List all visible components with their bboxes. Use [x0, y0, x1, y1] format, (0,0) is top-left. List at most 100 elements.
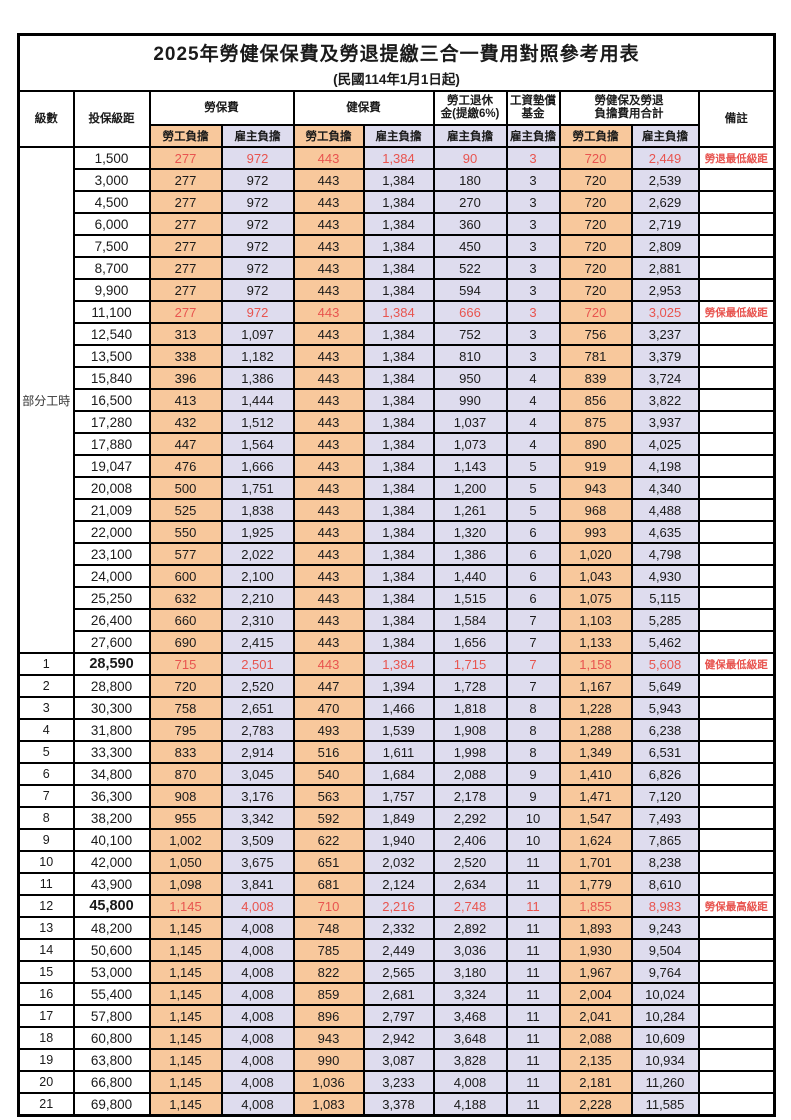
cell-health-employee: 443	[292, 388, 365, 412]
table-row: 20,008 500 1,751 443 1,384 1,200 5 943 4,340	[19, 476, 776, 500]
cell-total-employee: 1,471	[558, 784, 633, 808]
cell-wage-fund-employer: 7	[505, 630, 561, 654]
cell-labor-employee: 447	[148, 432, 223, 456]
cell-health-employer: 1,384	[362, 234, 435, 258]
bracket-cell: 31,800	[72, 718, 151, 742]
cell-pension-employer: 1,200	[432, 476, 508, 500]
bracket-cell: 20,008	[72, 476, 151, 500]
header-wage-fund-line2: 基金	[521, 108, 545, 120]
cell-total-employer: 2,449	[630, 146, 700, 170]
header-total: 勞健保及勞退 負擔費用合計	[558, 90, 700, 126]
cell-health-employee: 1,083	[292, 1092, 365, 1117]
cell-health-employer: 1,384	[362, 476, 435, 500]
cell-total-employer: 5,462	[630, 630, 700, 654]
cell-labor-employee: 338	[148, 344, 223, 368]
cell-health-employer: 1,384	[362, 146, 435, 170]
cell-pension-employer: 180	[432, 168, 508, 192]
level-cell-part-time: 部分工時	[17, 146, 75, 654]
cell-health-employer: 1,611	[362, 740, 435, 764]
bracket-cell: 57,800	[72, 1004, 151, 1028]
bracket-cell: 43,900	[72, 872, 151, 896]
table-row: 8 38,200 955 3,342 592 1,849 2,292 10 1,547 7,493	[17, 806, 776, 830]
cell-pension-employer: 594	[432, 278, 508, 302]
cell-wage-fund-employer: 11	[505, 850, 561, 874]
bracket-cell: 17,280	[72, 410, 151, 434]
cell-health-employee: 443	[292, 300, 365, 324]
cell-total-employee: 1,779	[558, 872, 633, 896]
level-cell: 5	[17, 740, 75, 764]
cell-total-employee: 1,075	[558, 586, 633, 610]
cell-labor-employee: 833	[148, 740, 223, 764]
cell-labor-employee: 277	[148, 256, 223, 280]
cell-total-employee: 2,181	[558, 1070, 633, 1094]
bracket-cell: 33,300	[72, 740, 151, 764]
cell-labor-employer: 3,675	[220, 850, 295, 874]
cell-labor-employer: 3,841	[220, 872, 295, 896]
cell-health-employee: 443	[292, 564, 365, 588]
header-total-line1: 勞健保及勞退	[594, 95, 664, 107]
bracket-cell: 7,500	[72, 234, 151, 258]
cell-wage-fund-employer: 9	[505, 762, 561, 786]
cell-pension-employer: 360	[432, 212, 508, 236]
cell-health-employer: 1,384	[362, 168, 435, 192]
cell-labor-employee: 1,145	[148, 938, 223, 962]
cell-health-employee: 470	[292, 696, 365, 720]
cell-total-employer: 11,585	[630, 1092, 700, 1117]
level-cell: 7	[17, 784, 75, 808]
subheader-health-employee: 勞工負擔	[292, 124, 365, 148]
cell-wage-fund-employer: 6	[505, 564, 561, 588]
bracket-cell: 28,590	[72, 652, 151, 676]
cell-pension-employer: 1,998	[432, 740, 508, 764]
fee-comparison-sheet: 2025年勞健保保費及勞退提繳三合一費用對照參考用表 (民國114年1月1日起)…	[17, 33, 776, 1117]
cell-total-employer: 4,488	[630, 498, 700, 522]
cell-total-employer: 4,930	[630, 564, 700, 588]
table-row: 16,500 413 1,444 443 1,384 990 4 856 3,822	[19, 388, 776, 412]
cell-pension-employer: 666	[432, 300, 508, 324]
cell-health-employee: 443	[292, 212, 365, 236]
cell-health-employee: 443	[292, 344, 365, 368]
cell-health-employer: 2,565	[362, 960, 435, 984]
cell-labor-employer: 2,520	[220, 674, 295, 698]
cell-pension-employer: 1,037	[432, 410, 508, 434]
cell-health-employee: 443	[292, 652, 365, 676]
cell-wage-fund-employer: 11	[505, 1026, 561, 1050]
cell-health-employer: 2,216	[362, 894, 435, 918]
level-cell: 3	[17, 696, 75, 720]
cell-health-employee: 443	[292, 146, 365, 170]
cell-total-employee: 720	[558, 212, 633, 236]
cell-health-employee: 443	[292, 234, 365, 258]
cell-health-employer: 2,032	[362, 850, 435, 874]
table-row: 9,900 277 972 443 1,384 594 3 720 2,953	[19, 278, 776, 302]
cell-health-employee: 710	[292, 894, 365, 918]
cell-labor-employee: 577	[148, 542, 223, 566]
cell-pension-employer: 3,828	[432, 1048, 508, 1072]
remark-cell	[697, 762, 776, 786]
cell-total-employer: 2,539	[630, 168, 700, 192]
cell-total-employer: 8,238	[630, 850, 700, 874]
cell-labor-employer: 972	[220, 256, 295, 280]
bracket-cell: 13,500	[72, 344, 151, 368]
cell-health-employee: 443	[292, 366, 365, 390]
cell-pension-employer: 1,818	[432, 696, 508, 720]
cell-total-employer: 9,764	[630, 960, 700, 984]
level-cell: 15	[17, 960, 75, 984]
cell-health-employer: 1,384	[362, 498, 435, 522]
cell-total-employee: 943	[558, 476, 633, 500]
cell-labor-employer: 4,008	[220, 1026, 295, 1050]
level-cell: 8	[17, 806, 75, 830]
cell-wage-fund-employer: 11	[505, 1092, 561, 1117]
cell-labor-employer: 4,008	[220, 938, 295, 962]
remark-cell: 勞保最高級距	[697, 894, 776, 918]
cell-pension-employer: 3,036	[432, 938, 508, 962]
cell-labor-employee: 908	[148, 784, 223, 808]
cell-health-employer: 1,384	[362, 564, 435, 588]
page-title: 2025年勞健保保費及勞退提繳三合一費用對照參考用表	[153, 43, 640, 65]
remark-cell	[697, 586, 776, 610]
cell-wage-fund-employer: 7	[505, 674, 561, 698]
cell-health-employee: 443	[292, 498, 365, 522]
cell-pension-employer: 752	[432, 322, 508, 346]
cell-total-employer: 2,809	[630, 234, 700, 258]
cell-health-employer: 1,384	[362, 410, 435, 434]
cell-health-employer: 3,087	[362, 1048, 435, 1072]
cell-total-employee: 720	[558, 234, 633, 258]
